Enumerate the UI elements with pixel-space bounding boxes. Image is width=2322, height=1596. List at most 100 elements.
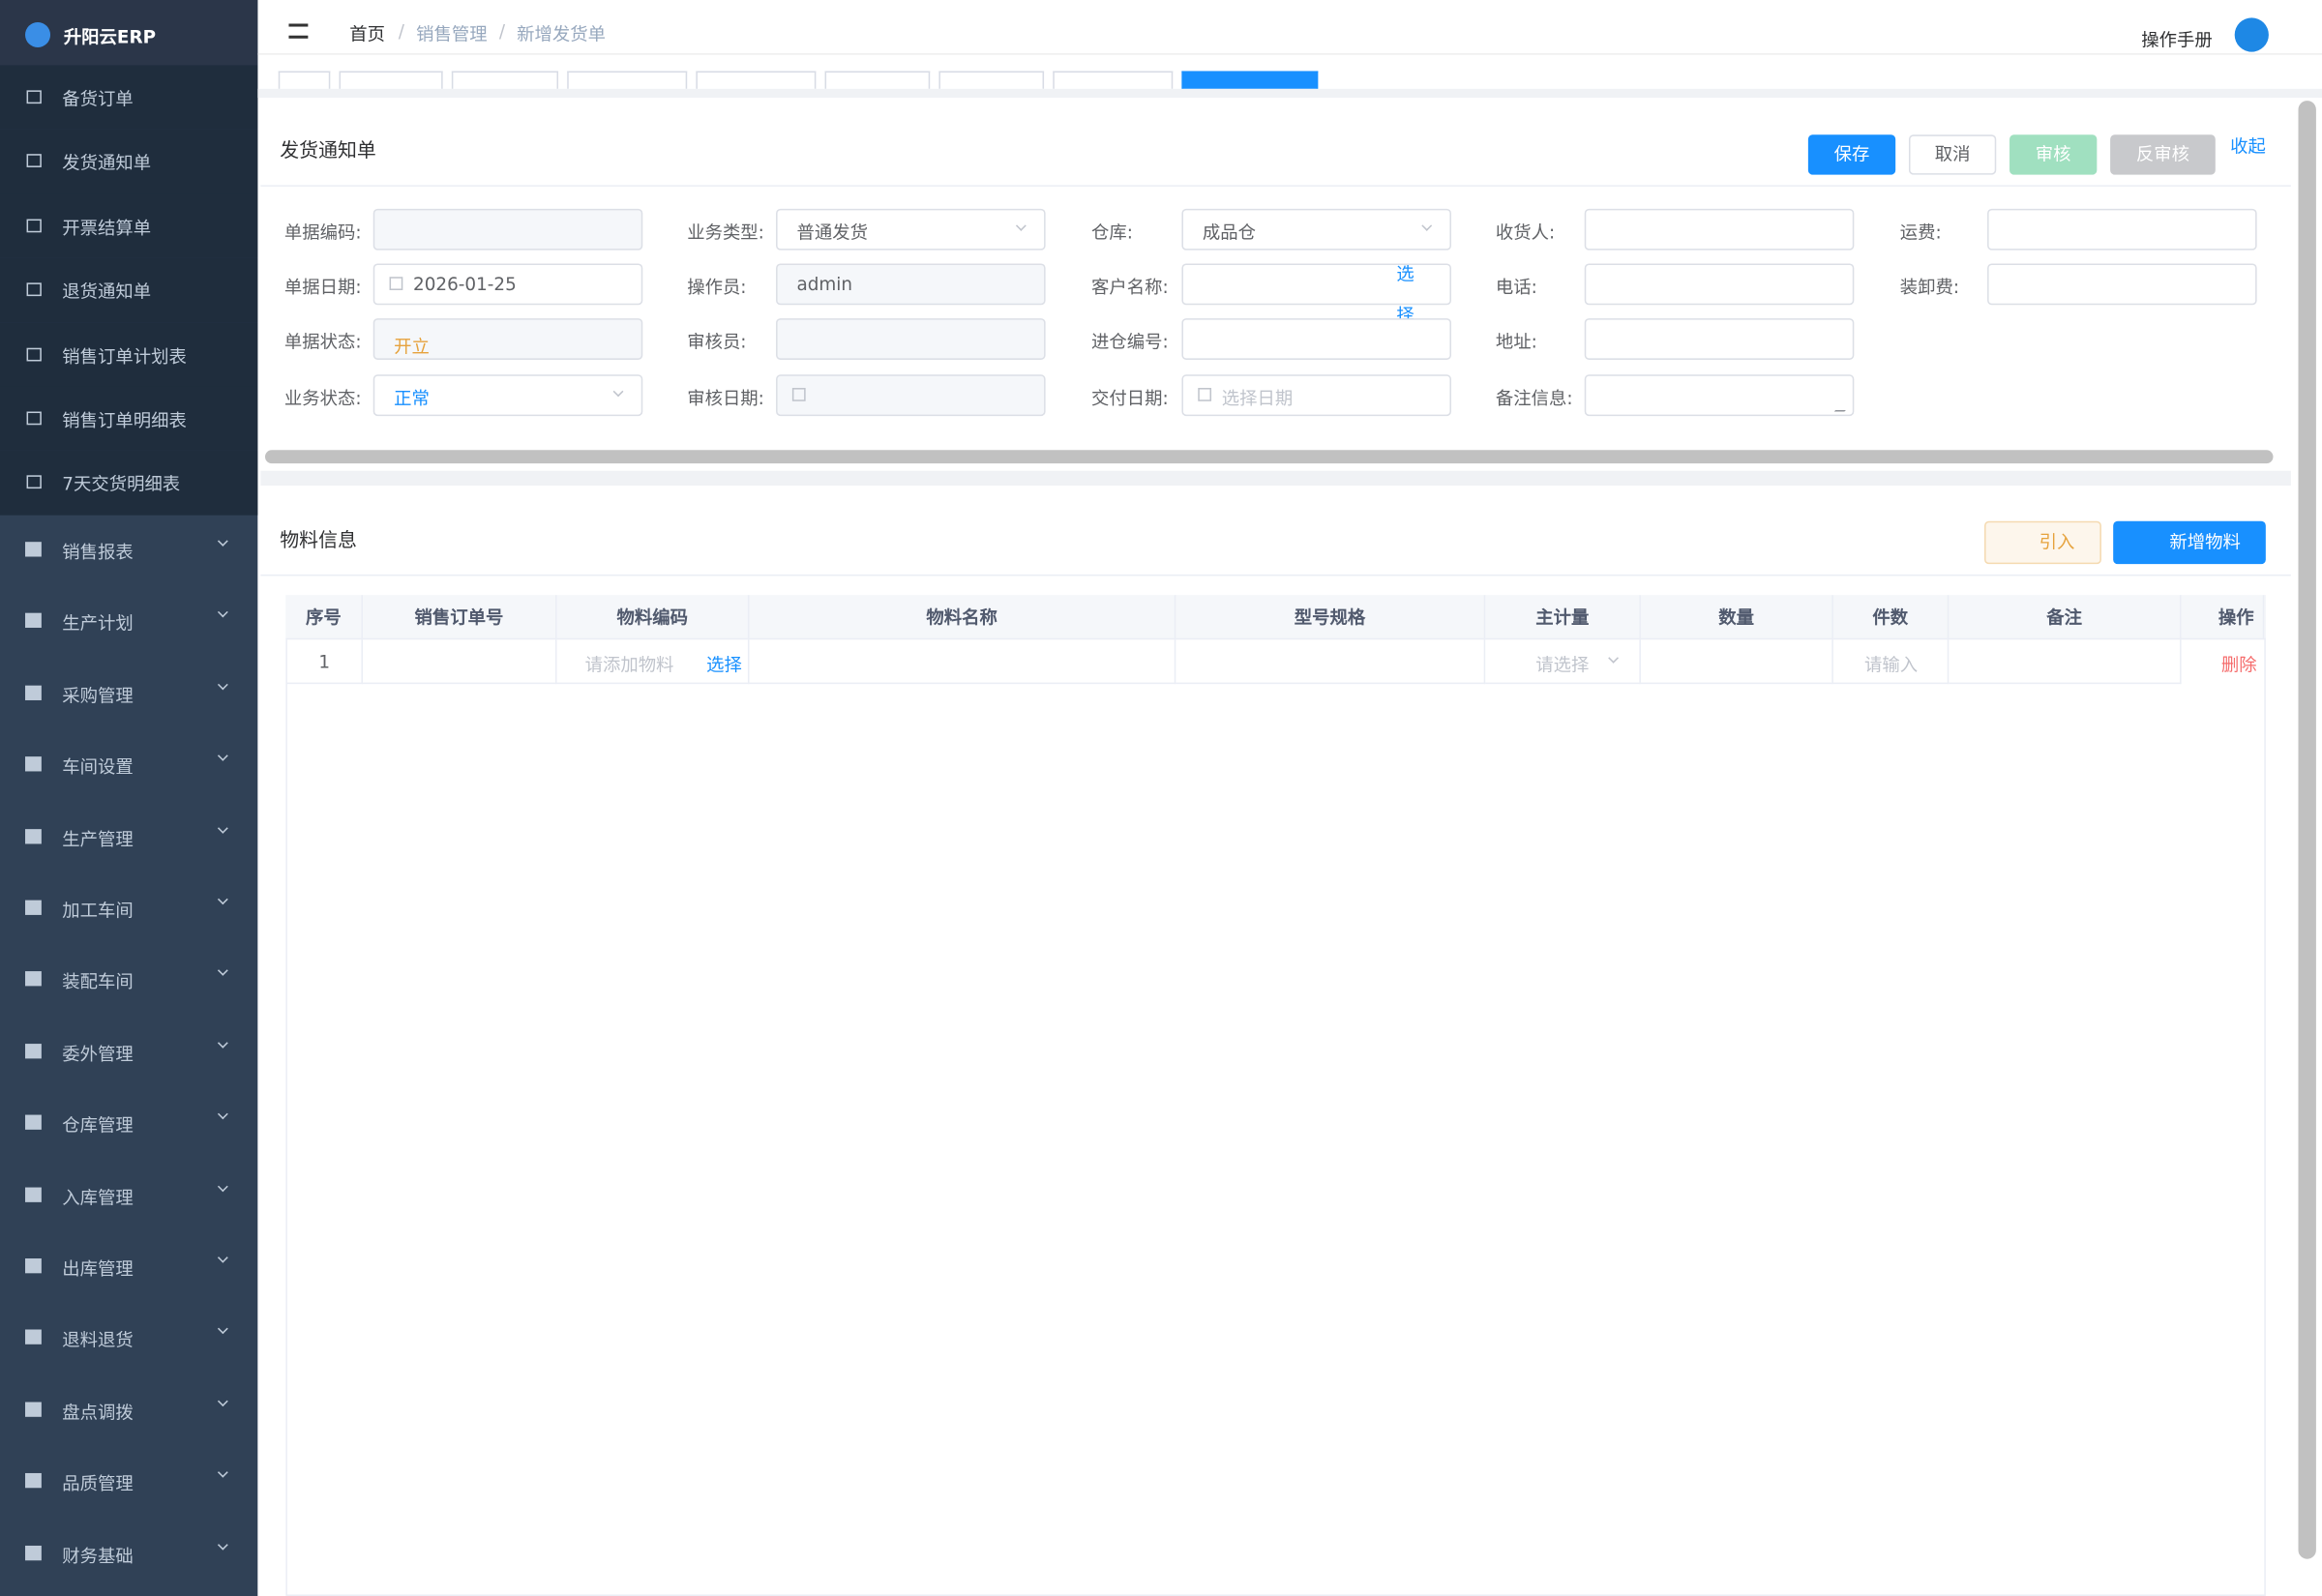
field-input[interactable] (1181, 318, 1451, 361)
form-button[interactable]: 取消 (1908, 134, 1997, 175)
menu-group-label[interactable]: 车间设置 (62, 756, 134, 778)
field-input[interactable] (1584, 318, 1855, 361)
menu-group-label[interactable]: 生产计划 (62, 613, 134, 635)
menu-group-label[interactable]: 退料退货 (62, 1330, 134, 1351)
breadcrumb-item: 新增发货单 (517, 23, 607, 44)
field-label: 业务类型: (687, 222, 764, 244)
menu-group-label[interactable]: 入库管理 (62, 1186, 134, 1208)
form-title: 发货通知单 (280, 140, 376, 163)
tab[interactable] (938, 71, 1045, 89)
table-header (285, 595, 2266, 640)
field-input[interactable] (372, 373, 643, 416)
tab[interactable] (567, 71, 688, 89)
tab[interactable] (278, 71, 331, 89)
logo-text: 升阳云ERP (63, 26, 157, 47)
menu-item[interactable] (0, 450, 258, 516)
menu-icon (25, 1114, 42, 1131)
field-label: 装卸费: (1899, 277, 1960, 298)
menu-item[interactable] (0, 65, 258, 130)
menu-item-label[interactable]: 备货订单 (62, 88, 134, 110)
h-scrollbar (264, 450, 2274, 464)
column-header: 销售订单号 (363, 595, 557, 640)
calendar-icon (1198, 387, 1212, 401)
breadcrumb-item[interactable]: 销售管理 (416, 23, 488, 44)
column-header: 主计量 (1485, 595, 1641, 640)
menu-item[interactable] (0, 322, 258, 387)
menu-item[interactable] (0, 193, 258, 258)
menu-item[interactable] (0, 129, 258, 194)
cell-placeholder[interactable]: 请选择 (1535, 654, 1590, 675)
field-value: 正常 (394, 387, 430, 408)
menu-item-label[interactable]: 发货通知单 (62, 153, 152, 174)
menu-group-label[interactable]: 委外管理 (62, 1043, 134, 1065)
field-label: 审核日期: (687, 387, 764, 408)
form-button[interactable]: 反审核 (2110, 134, 2216, 175)
tab[interactable] (696, 71, 817, 89)
field-input[interactable] (1181, 208, 1451, 251)
column-header: 型号规格 (1176, 595, 1486, 640)
field-input[interactable] (1584, 373, 1855, 416)
menu-icon (26, 219, 42, 232)
cell (1832, 639, 1950, 685)
menu-icon (25, 1545, 42, 1560)
field-input[interactable] (776, 208, 1046, 251)
menu-group-label[interactable]: 加工车间 (62, 900, 134, 922)
menu-icon (25, 971, 42, 987)
menu-item-label[interactable]: 开票结算单 (62, 217, 152, 239)
menu-item-label[interactable]: 退货通知单 (62, 281, 152, 303)
avatar[interactable] (2234, 17, 2269, 52)
menu-item-label[interactable]: 7天交货明细表 (62, 474, 181, 495)
menu-item-label[interactable]: 销售订单计划表 (62, 345, 187, 367)
field-label: 单据状态: (283, 332, 362, 353)
field-label: 业务状态: (283, 387, 362, 408)
select-link[interactable]: 选择 (706, 654, 742, 675)
field-input[interactable] (372, 263, 643, 306)
table (285, 595, 2266, 1596)
hamburger[interactable] (288, 23, 309, 39)
field-input[interactable] (1987, 263, 2257, 306)
form-button[interactable]: 审核 (2009, 134, 2098, 175)
header-divider (257, 53, 2322, 55)
field-label: 客户名称: (1091, 277, 1169, 298)
materials-title: 物料信息 (280, 529, 357, 552)
menu-group-label[interactable]: 仓库管理 (62, 1114, 134, 1137)
menu-group-label[interactable]: 生产管理 (62, 828, 134, 849)
cell (362, 639, 557, 685)
menu-group-label[interactable]: 品质管理 (62, 1473, 134, 1494)
delete-link[interactable]: 删除 (2220, 654, 2257, 675)
menu-icon (25, 1473, 42, 1489)
tab[interactable] (1181, 71, 1319, 89)
menu-group-label[interactable]: 销售报表 (62, 542, 134, 563)
field-placeholder: 选择日期 (1221, 387, 1294, 408)
cell-index: 1 (318, 651, 331, 672)
tab[interactable] (1053, 71, 1174, 89)
field-input[interactable] (1181, 263, 1451, 306)
tab[interactable] (339, 71, 443, 89)
menu-item-label[interactable]: 销售订单明细表 (62, 409, 187, 431)
menu-group-label[interactable]: 采购管理 (62, 685, 134, 706)
form-button[interactable]: 保存 (1807, 134, 1896, 175)
collapse-link[interactable]: 收起 (2230, 135, 2266, 158)
tab[interactable] (824, 71, 931, 89)
field-value: admin (796, 274, 853, 295)
manual-link[interactable]: 操作手册 (2141, 29, 2213, 51)
menu-group-label[interactable]: 装配车间 (62, 971, 134, 993)
field-input (776, 318, 1046, 361)
import-button[interactable]: 引入 (1984, 520, 2101, 565)
tab[interactable] (451, 71, 559, 89)
menu-item[interactable] (0, 257, 258, 323)
field-label: 进仓编号: (1091, 332, 1169, 353)
menu-group-label[interactable]: 盘点调拨 (62, 1402, 134, 1423)
menu-group-label[interactable]: 财务基础 (62, 1545, 134, 1566)
menu-item[interactable] (0, 386, 258, 451)
field-input[interactable] (1987, 208, 2257, 251)
field-input[interactable] (1181, 373, 1451, 416)
field-input[interactable] (1584, 263, 1855, 306)
breadcrumb-item[interactable]: 首页 (349, 23, 385, 44)
cell-placeholder[interactable]: 请输入 (1864, 654, 1919, 675)
add-button[interactable]: 新增物料 (2113, 520, 2266, 565)
cell (285, 639, 363, 685)
field-input[interactable] (1584, 208, 1855, 251)
menu-group-label[interactable]: 出库管理 (62, 1258, 134, 1280)
menu-icon (25, 613, 42, 629)
